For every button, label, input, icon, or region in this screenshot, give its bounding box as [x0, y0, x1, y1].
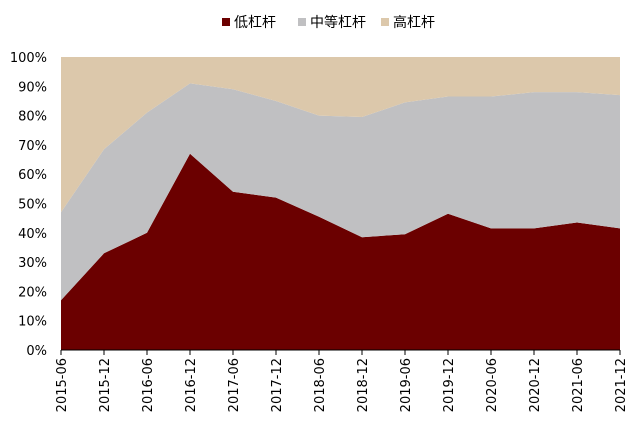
x-tick-label: 2016-06 [141, 358, 156, 412]
legend-label: 低杠杆 [234, 15, 276, 31]
y-tick-label: 50% [18, 198, 47, 213]
x-tick-label: 2020-06 [485, 358, 500, 412]
legend-item-0: 低杠杆 [222, 15, 276, 31]
area-series-1 [61, 83, 620, 301]
legend-label: 中等杠杆 [310, 14, 366, 31]
legend-item-1: 中等杠杆 [298, 14, 366, 31]
x-tick-label: 2018-06 [313, 358, 328, 412]
x-tick-label: 2017-12 [270, 358, 285, 412]
area-series-0 [61, 153, 620, 350]
y-tick-label: 60% [18, 168, 47, 183]
y-tick-label: 80% [18, 110, 47, 125]
y-tick-label: 70% [18, 139, 47, 154]
legend-swatch [222, 18, 230, 26]
x-axis: 2015-06 2015-12 2016-06 2016-12 2017-06 2017-… [55, 349, 629, 412]
legend-item-2: 高杠杆 [381, 14, 435, 31]
x-tick-label: 2017-06 [227, 358, 242, 412]
y-axis: 0% 10% 20% 30% 40% 50% 60% 70% 80% 90% 100% [10, 51, 47, 359]
legend: 低杠杆 中等杠杆 高杠杆 [222, 14, 435, 31]
y-tick-label: 90% [18, 80, 47, 95]
y-tick-label: 0% [26, 344, 47, 359]
y-tick-label: 10% [18, 315, 47, 330]
x-tick-label: 2015-12 [98, 358, 113, 412]
y-tick-label: 100% [10, 51, 47, 66]
area-series-2 [61, 57, 620, 213]
x-tick-label: 2021-12 [614, 358, 629, 412]
x-tick-label: 2019-12 [442, 358, 457, 412]
x-tick-label: 2020-12 [528, 358, 543, 412]
x-tick-label: 2021-06 [571, 358, 586, 412]
y-tick-label: 40% [18, 227, 47, 242]
y-tick-label: 30% [18, 256, 47, 271]
legend-swatch [381, 18, 389, 26]
legend-swatch [298, 18, 306, 26]
legend-label: 高杠杆 [393, 14, 435, 31]
x-tick-label: 2019-06 [399, 358, 414, 412]
plot-area [61, 57, 620, 350]
y-tick-label: 20% [18, 285, 47, 300]
x-tick-label: 2016-12 [184, 358, 199, 412]
x-tick-label: 2018-12 [356, 358, 371, 412]
x-tick-label: 2015-06 [55, 358, 70, 412]
